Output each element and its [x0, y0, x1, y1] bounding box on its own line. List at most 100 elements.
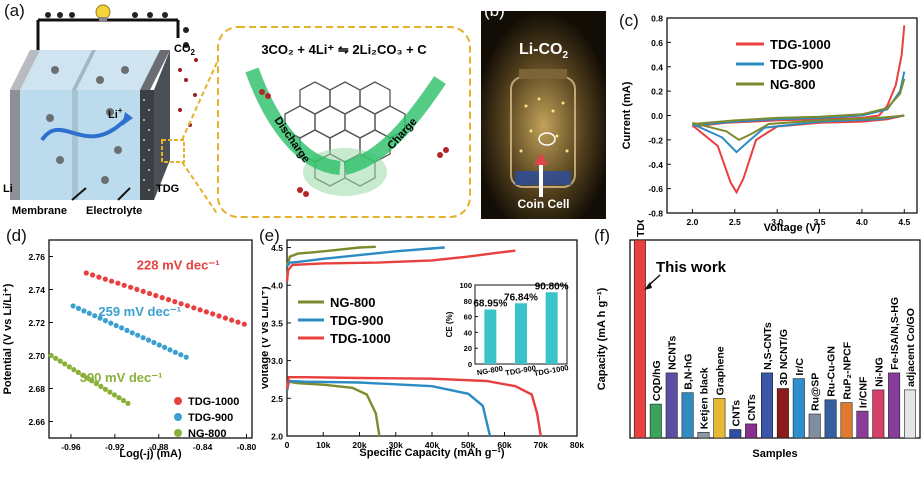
- tafel-point-TDG-900: [86, 310, 92, 316]
- y-tick-label: -0.6: [648, 184, 663, 194]
- tafel-point-TDG-900: [156, 342, 162, 348]
- capacity-bar-6: [729, 429, 742, 439]
- tafel-point-NG-800: [57, 358, 63, 364]
- panel-f-label: (f): [594, 226, 611, 245]
- legend-marker: [174, 397, 182, 405]
- bar-label: adjacent Co/GO: [905, 308, 917, 387]
- y-tick-label: 0.2: [651, 87, 663, 97]
- y-tick-label: 2.76: [28, 252, 45, 262]
- tafel-point-TDG-1000: [197, 307, 203, 313]
- tafel-point-TDG-1000: [109, 278, 115, 284]
- tafel-point-NG-800: [48, 352, 54, 359]
- tafel-point-NG-800: [71, 367, 77, 373]
- tafel-point-TDG-900: [135, 332, 141, 338]
- y-tick-label: 2.74: [28, 285, 45, 295]
- charge-curve-TDG-900: [286, 246, 445, 268]
- bar-label: Ir/CNF: [857, 376, 869, 408]
- x-tick-label: 2.5: [729, 217, 741, 227]
- panel-b-label: (b): [484, 1, 505, 20]
- x-axis-label: Voltage (V): [764, 222, 821, 234]
- tafel-point-TDG-1000: [210, 311, 216, 317]
- tafel-point-TDG-900: [113, 322, 119, 329]
- x-tick-label: 60k: [497, 440, 511, 450]
- bar-label: Ketjen black: [699, 367, 711, 429]
- tafel-point-TDG-1000: [153, 292, 159, 299]
- tafel-point-TDG-1000: [191, 305, 197, 311]
- tafel-point-TDG-900: [183, 354, 189, 360]
- legend-marker: [174, 429, 182, 437]
- y-tick-label: 2.0: [271, 432, 283, 442]
- bar-label: 3D NCNT/G: [778, 329, 790, 386]
- tafel-point-TDG-1000: [216, 313, 222, 319]
- inset-y-tick-label: 80: [464, 297, 472, 306]
- capacity-bar-3: [681, 392, 694, 439]
- slope-annotation: 390 mV dec⁻¹: [80, 370, 163, 385]
- tafel-point-NG-800: [66, 364, 72, 370]
- slope-annotation: 228 mV dec⁻¹: [137, 258, 220, 273]
- tdg-cathode: [140, 90, 154, 200]
- tafel-point-NG-800: [53, 355, 59, 361]
- tafel-point-NG-800: [75, 369, 81, 375]
- y-tick-label: 0.8: [651, 14, 663, 24]
- legend-label: NG-800: [770, 77, 816, 92]
- inset-y-tick-label: 0: [468, 360, 472, 369]
- y-tick-label: 4.5: [271, 243, 283, 253]
- tafel-point-TDG-900: [172, 349, 178, 355]
- li-co2-title: Li-CO2: [518, 41, 569, 62]
- tafel-point-TDG-1000: [140, 288, 146, 294]
- panel-e: (e) 0 10k 20k 30k 40k 50k 60k 70k 80k 2.0 2.5 3.0 3.…: [259, 220, 592, 483]
- capacity-comparison-chart: Samples Capacity (mA h g⁻¹) TDG CQD/hG NCNTs…: [596, 215, 921, 460]
- inset-x-tick-label: NG-800: [476, 364, 503, 377]
- capacity-bar-2: [665, 372, 678, 439]
- capacity-bar-9: [776, 388, 789, 439]
- tafel-point-TDG-1000: [102, 276, 108, 282]
- tafel-point-TDG-1000: [165, 297, 172, 303]
- capacity-bar-12: [824, 399, 837, 439]
- tafel-point-TDG-900: [75, 305, 82, 311]
- panel-c: (c) 2.0 2.5 3.0 3.5 4.0 4.5 -0.8 -0.6 -0.4 -0.2 0.…: [612, 0, 923, 236]
- cv-curve-lower-NG-800: [692, 114, 905, 142]
- tafel-point-TDG-1000: [203, 309, 209, 315]
- capacity-bar-10: [792, 378, 805, 439]
- x-axis-label: Log(-j) (mA): [119, 448, 182, 460]
- y-tick-label: -0.8: [648, 209, 663, 219]
- capacity-bar-14: [856, 410, 869, 439]
- panel-d: (d) -0.96 -0.92 -0.88 -0.84 -0.80 2.66 2.68 2.7…: [0, 220, 262, 483]
- bar-label: B,N-hG: [683, 354, 695, 390]
- bar-label: CNTs: [730, 400, 742, 427]
- ion-path-arrow: [40, 118, 127, 142]
- tafel-point-NG-800: [93, 381, 99, 387]
- x-tick-label: 70k: [534, 440, 548, 450]
- legend-label: TDG-900: [188, 412, 233, 424]
- bar-label: CNTs: [746, 394, 758, 421]
- tafel-point-TDG-1000: [241, 321, 247, 327]
- annotation-arrowhead: [644, 282, 652, 290]
- bar-label: RuP₂-NPCF: [842, 341, 854, 399]
- panel-a: (a): [0, 0, 480, 236]
- y-tick-label: -0.2: [648, 135, 663, 145]
- y-tick-label: 3.0: [271, 356, 283, 366]
- y-tick-label: 2.72: [28, 318, 45, 328]
- tafel-point-TDG-900: [162, 344, 168, 350]
- tafel-point-TDG-900: [129, 330, 135, 336]
- inset-bar-value: 76.84%: [504, 292, 538, 303]
- tafel-point-NG-800: [125, 400, 131, 406]
- x-tick-label: 50k: [461, 440, 475, 450]
- inset-bar-TDG-1000: [545, 292, 558, 364]
- tafel-point-TDG-1000: [115, 280, 121, 286]
- inset-y-tick-label: 60: [464, 313, 472, 322]
- panel-c-label: (c): [619, 11, 639, 30]
- li-label: Li: [3, 183, 13, 195]
- tafel-point-TDG-1000: [235, 319, 241, 325]
- y-tick-label: 2.70: [28, 351, 45, 361]
- tafel-point-TDG-900: [151, 339, 157, 346]
- inset-bar-NG-800: [484, 309, 497, 364]
- tafel-point-NG-800: [89, 378, 95, 384]
- membrane-label: Membrane: [12, 205, 67, 217]
- discharge-charge-chart: 0 10k 20k 30k 40k 50k 60k 70k 80k 2.0 2.5 3.0 3.5 4.0…: [259, 239, 584, 459]
- legend-label: TDG-1000: [188, 396, 239, 408]
- tdg-label: TDG: [156, 183, 179, 195]
- panel-a-label: (a): [4, 1, 25, 20]
- x-axis-label: Specific Capacity (mAh g⁻¹): [359, 447, 505, 459]
- inset-x-tick-label: TDG-900: [505, 363, 537, 377]
